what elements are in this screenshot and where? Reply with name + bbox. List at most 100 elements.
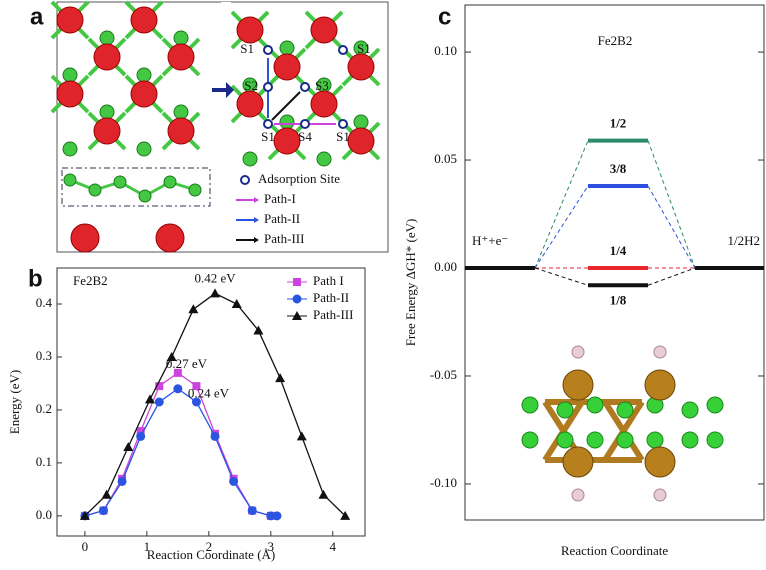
marker — [293, 278, 301, 286]
b-atom — [63, 173, 77, 187]
marker — [98, 506, 108, 516]
level-label: 1/2 — [610, 116, 627, 131]
marker — [173, 384, 183, 394]
marker — [231, 299, 242, 309]
fe-atom — [56, 80, 84, 108]
marker — [292, 294, 302, 304]
annotation: 0.27 eV — [166, 356, 208, 371]
marker — [229, 476, 239, 486]
marker — [210, 288, 221, 298]
plot-frame — [464, 4, 765, 521]
fe-atom — [347, 53, 375, 81]
b-atom — [62, 141, 78, 157]
y-tick-label: 0.00 — [434, 259, 457, 274]
fe-atom — [310, 90, 338, 118]
fe-atom — [167, 117, 195, 145]
legend-label: Path I — [313, 273, 344, 288]
b-atom — [188, 183, 202, 197]
panel-label: a — [30, 3, 44, 30]
fe-atom — [93, 43, 121, 71]
x-axis-label: Reaction Coordinate — [561, 543, 668, 558]
b-atom — [242, 151, 258, 167]
x-tick-label: 1 — [144, 539, 151, 554]
marker — [188, 304, 199, 314]
y-tick-label: 0.1 — [36, 454, 52, 469]
y-tick-label: -0.10 — [430, 475, 457, 490]
legend-arrow-head — [254, 217, 259, 223]
site-label: S2 — [244, 78, 258, 93]
legend-arrow-head — [254, 237, 259, 243]
fe-atom — [273, 53, 301, 81]
x-tick-label: 4 — [330, 539, 337, 554]
marker — [136, 427, 145, 436]
marker — [296, 431, 307, 441]
panel-label: c — [438, 3, 451, 30]
y-axis-label: Energy (eV) — [7, 370, 22, 434]
marker — [210, 431, 220, 441]
marker — [272, 511, 282, 521]
marker — [101, 489, 112, 499]
fe-atom — [236, 16, 264, 44]
series-line — [84, 372, 271, 517]
marker — [173, 368, 182, 377]
marker — [117, 476, 127, 486]
level-label: 3/8 — [610, 161, 627, 176]
marker — [275, 373, 286, 383]
y-tick-label: 0.2 — [36, 401, 52, 416]
b-atom — [279, 114, 295, 130]
marker — [292, 311, 302, 320]
adsorption-site — [338, 45, 348, 55]
start-label: H⁺+e⁻ — [472, 233, 508, 248]
end-label: 1/2H2 — [728, 233, 761, 248]
marker — [191, 397, 201, 407]
adsorption-site — [263, 119, 273, 129]
b-atom — [88, 183, 102, 197]
b-atom — [163, 175, 177, 189]
legend-label: Path-II — [313, 290, 349, 305]
y-tick-label: 0.05 — [434, 151, 457, 166]
site-label: S3 — [315, 78, 329, 93]
fe-atom — [130, 80, 158, 108]
b-atom — [173, 104, 189, 120]
legend-arrow-head — [254, 197, 259, 203]
site-label: S1 — [357, 41, 371, 56]
series-line — [84, 387, 277, 517]
x-axis-label: Reaction Coordinate (Å) — [147, 547, 276, 562]
fe-atom — [130, 6, 158, 34]
legend-label: Path-III — [264, 231, 304, 246]
b-atom — [138, 189, 152, 203]
b-atom — [136, 67, 152, 83]
x-tick-label: 2 — [206, 539, 213, 554]
legend-label: Adsorption Site — [258, 171, 340, 186]
b-atom — [99, 104, 115, 120]
marker — [253, 325, 264, 335]
chart-title: Fe2B2 — [598, 33, 633, 48]
side-view-box — [61, 167, 211, 207]
fe-atom — [70, 223, 100, 253]
site-label: S4 — [298, 129, 312, 144]
annotation: 0.42 eV — [194, 270, 236, 285]
y-axis-label: Free Energy ΔGH* (eV) — [403, 219, 418, 347]
chart-title: Fe2B2 — [73, 273, 108, 288]
y-tick-label: -0.05 — [430, 367, 457, 382]
marker — [123, 442, 134, 452]
connector — [647, 185, 696, 269]
b-atom — [353, 114, 369, 130]
fe-atom — [310, 16, 338, 44]
fe-atom — [236, 90, 264, 118]
connector — [534, 267, 589, 286]
connector — [534, 140, 589, 269]
adsorption-site — [338, 119, 348, 129]
fe-atom — [273, 127, 301, 155]
fe-atom — [167, 43, 195, 71]
marker — [166, 351, 177, 361]
site-label: S1 — [240, 41, 254, 56]
b-atom — [99, 30, 115, 46]
y-tick-label: 0.0 — [36, 507, 52, 522]
b-atom — [279, 40, 295, 56]
fe-atom — [347, 127, 375, 155]
legend-label: Path-I — [264, 191, 296, 206]
adsorption-site — [300, 119, 310, 129]
